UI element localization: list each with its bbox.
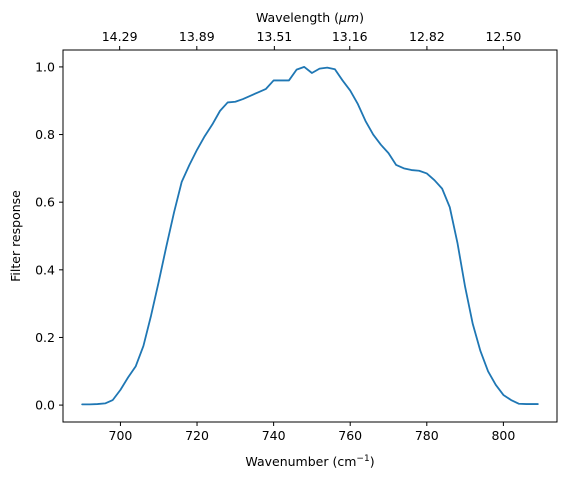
top-tick-label: 12.82 — [409, 29, 445, 44]
series-layer — [81, 66, 539, 406]
x-axis-ticks: 700 720 740 760 780 800 — [109, 422, 515, 443]
top-tick-label: 13.16 — [332, 29, 368, 44]
plot-frame — [62, 49, 558, 423]
x-axis-label-text: Wavenumber (cm — [245, 454, 356, 469]
top-tick-label: 13.89 — [179, 29, 215, 44]
x-tick-label: 740 — [262, 428, 286, 443]
x-axis-label-superscript: −1 — [356, 454, 369, 464]
top-axis-label-text: Wavelength ( — [256, 10, 339, 25]
x-tick-label: 760 — [338, 428, 362, 443]
x-tick-label: 700 — [109, 428, 133, 443]
y-tick-label: 0.8 — [35, 127, 55, 142]
top-axis-label-symbol: μm — [338, 10, 359, 25]
y-tick-label: 0.4 — [35, 262, 55, 277]
y-axis-label: Filter response — [8, 190, 23, 282]
y-tick-label: 0.0 — [35, 398, 55, 413]
top-axis-ticks: 14.29 13.89 13.51 13.16 12.82 12.50 — [102, 29, 521, 50]
y-tick-label: 1.0 — [35, 59, 55, 74]
top-tick-label: 12.50 — [485, 29, 521, 44]
x-axis-label-suffix: ) — [370, 454, 375, 469]
top-tick-label: 13.51 — [256, 29, 292, 44]
y-axis-ticks: 0.0 0.2 0.4 0.6 0.8 1.0 — [35, 59, 63, 413]
x-tick-label: 780 — [415, 428, 439, 443]
x-tick-label: 800 — [491, 428, 515, 443]
top-tick-label: 14.29 — [102, 29, 138, 44]
filter-response-line — [81, 66, 539, 406]
y-tick-label: 0.6 — [35, 195, 55, 210]
x-axis-label: Wavenumber (cm−1) — [245, 454, 374, 469]
top-axis-label: Wavelength (μm) — [256, 10, 364, 25]
y-tick-label: 0.2 — [35, 330, 55, 345]
x-tick-label: 720 — [185, 428, 209, 443]
top-axis-label-suffix: ) — [359, 10, 364, 25]
